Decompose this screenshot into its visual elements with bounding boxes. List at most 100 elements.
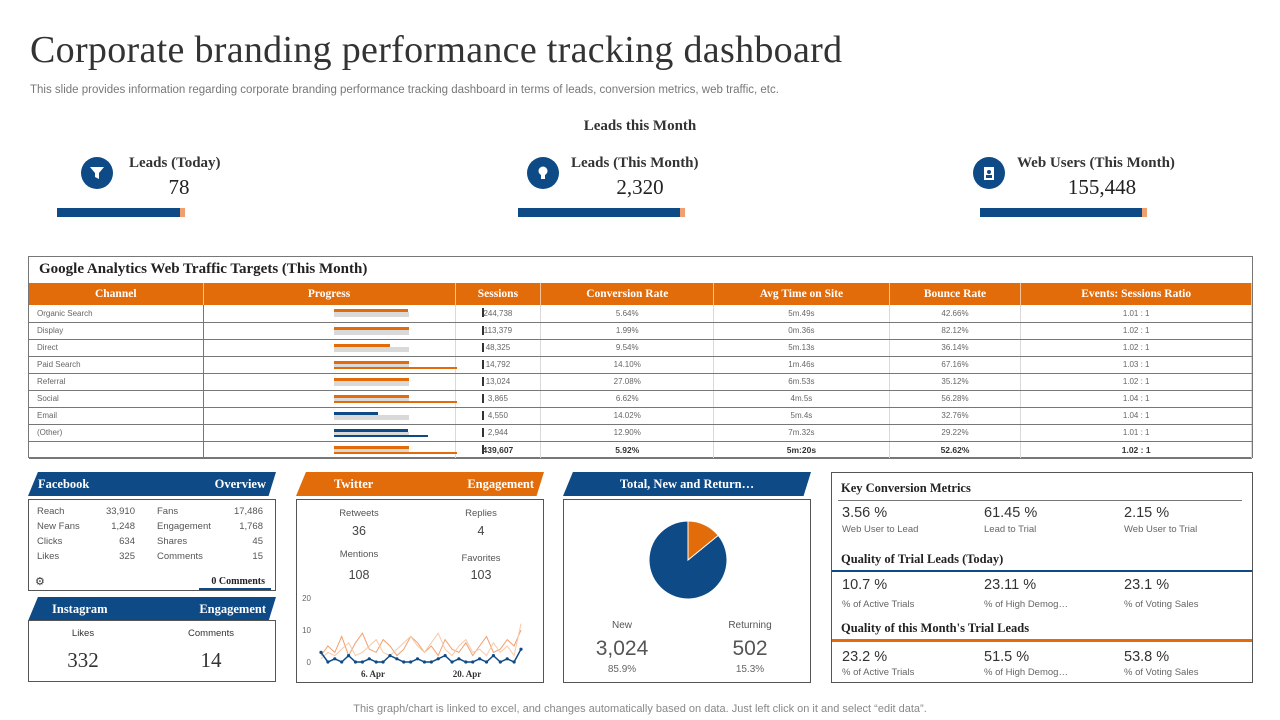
data-point [443, 654, 447, 658]
cell-avg-time: 5m.49s [713, 305, 890, 323]
kcm-r1-l3: Web User to Trial [1124, 524, 1198, 535]
data-point [395, 657, 399, 661]
data-point [415, 657, 420, 661]
progress-bar [333, 377, 409, 381]
favorites-label: Favorites [461, 553, 501, 564]
data-point [333, 657, 337, 661]
facebook-stat-value: 45 [252, 536, 263, 547]
kcm-r2-v1: 10.7 % [842, 577, 888, 593]
facebook-stat-row: Likes 325 [37, 551, 135, 566]
favorites-value: 103 [470, 568, 492, 582]
kpi-web-users-value: 155,448 [1067, 175, 1137, 199]
cell-conversion-rate: 5.92% [540, 441, 715, 459]
facebook-stat-label: Likes [37, 551, 60, 562]
kpi-progress-cap [1142, 208, 1147, 217]
progress-track [333, 414, 409, 420]
cell-sessions: 244,738 [455, 305, 542, 323]
returning-title: Total, New and Return… [619, 476, 755, 491]
cell-bounce-rate: 35.12% [889, 373, 1022, 391]
facebook-title: Facebook [38, 476, 90, 491]
progress-track [333, 448, 409, 454]
data-point [319, 650, 323, 654]
cell-events-ratio: 1.02 : 1 [1020, 339, 1252, 357]
data-point [360, 660, 364, 664]
data-point [409, 660, 413, 664]
page-title: Corporate branding performance tracking … [30, 29, 843, 71]
cell-events-ratio: 1.01 : 1 [1020, 305, 1252, 323]
cell-channel: Social [29, 390, 204, 408]
footer-note: This graph/chart is linked to excel, and… [353, 703, 927, 715]
x-tick-label: 20. Apr [453, 669, 482, 679]
progress-bar-secondary [333, 366, 457, 369]
cell-conversion-rate: 1.99% [540, 322, 715, 340]
cell-progress [203, 322, 484, 340]
cell-channel: Display [29, 322, 204, 340]
data-point [450, 660, 454, 664]
traffic-title: Google Analytics Web Traffic Targets (Th… [39, 261, 368, 277]
progress-bar-secondary [333, 400, 457, 403]
cell-sessions: 113,379 [455, 322, 542, 340]
cell-progress [203, 424, 484, 442]
progress-track [333, 329, 409, 335]
comments-underline [199, 588, 271, 590]
kpi-web-users-progress [980, 208, 1148, 217]
y-tick-label: 10 [302, 626, 311, 635]
progress-bar [333, 445, 409, 449]
kcm-title: Key Conversion Metrics [841, 481, 971, 495]
cell-channel: Direct [29, 339, 204, 357]
cell-sessions: 13,024 [455, 373, 542, 391]
facebook-stat-label: Engagement [157, 521, 211, 532]
kpi-leads-today-label: Leads (Today) [129, 155, 221, 171]
cell-bounce-rate: 29.22% [889, 424, 1022, 442]
kpi-progress-fill [980, 208, 1142, 217]
data-point [436, 657, 440, 661]
facebook-stat-label: New Fans [37, 521, 80, 532]
target-marker [481, 444, 484, 454]
replies-value: 4 [477, 524, 485, 538]
facebook-stat-value: 1,768 [239, 521, 263, 532]
mentions-label: Mentions [339, 549, 379, 560]
table-row: Organic Search 244,738 5.64% 5m.49s 42.66% 1.… [29, 305, 1252, 323]
cell-conversion-rate: 6.62% [540, 390, 715, 408]
cell-events-ratio: 1.02 : 1 [1020, 322, 1252, 340]
target-marker [481, 410, 484, 420]
retweets-label: Retweets [339, 508, 379, 519]
data-point [471, 660, 475, 664]
leads-heading: Leads this Month [583, 118, 697, 134]
lightbulb-icon [527, 157, 559, 189]
retweets-value: 36 [352, 524, 366, 538]
kcm-r2-l2: % of High Demog… [984, 599, 1068, 610]
col-bounce-rate: Bounce Rate [889, 283, 1022, 305]
progress-track [333, 397, 409, 403]
progress-bar [333, 428, 408, 432]
kpi-leads-month-label: Leads (This Month) [571, 155, 699, 171]
cell-events-ratio: 1.04 : 1 [1020, 407, 1252, 425]
progress-track [333, 346, 409, 352]
cell-bounce-rate: 42.66% [889, 305, 1022, 323]
cell-conversion-rate: 5.64% [540, 305, 715, 323]
cell-progress [203, 305, 484, 323]
kcm-q1-title: Quality of Trial Leads (Today) [841, 552, 1004, 566]
col-sessions: Sessions [455, 283, 542, 305]
data-point [491, 654, 496, 658]
gear-icon[interactable]: ⚙ [35, 576, 45, 588]
cell-events-ratio: 1.01 : 1 [1020, 424, 1252, 442]
col-channel: Channel [29, 283, 204, 305]
col-progress: Progress [203, 283, 456, 305]
cell-channel [29, 441, 204, 459]
progress-bar-secondary [333, 451, 457, 454]
progress-track [333, 431, 409, 437]
target-marker [481, 376, 484, 386]
facebook-stat-label: Comments [157, 551, 203, 562]
data-point [402, 660, 406, 664]
clipboard-user-icon [973, 157, 1005, 189]
kpi-leads-month-progress [518, 208, 686, 217]
facebook-comments-link[interactable]: 0 Comments [211, 576, 265, 587]
cell-sessions: 14,792 [455, 356, 542, 374]
cell-avg-time: 5m.13s [713, 339, 890, 357]
twitter-panel: Retweets 36 Replies 4 Mentions 108 Favor… [296, 499, 544, 683]
kcm-r3-l1: % of Active Trials [842, 667, 915, 678]
kpi-leads-today-progress [57, 208, 185, 217]
instagram-panel: Likes 332 Comments 14 [28, 620, 276, 682]
data-point [367, 657, 371, 661]
